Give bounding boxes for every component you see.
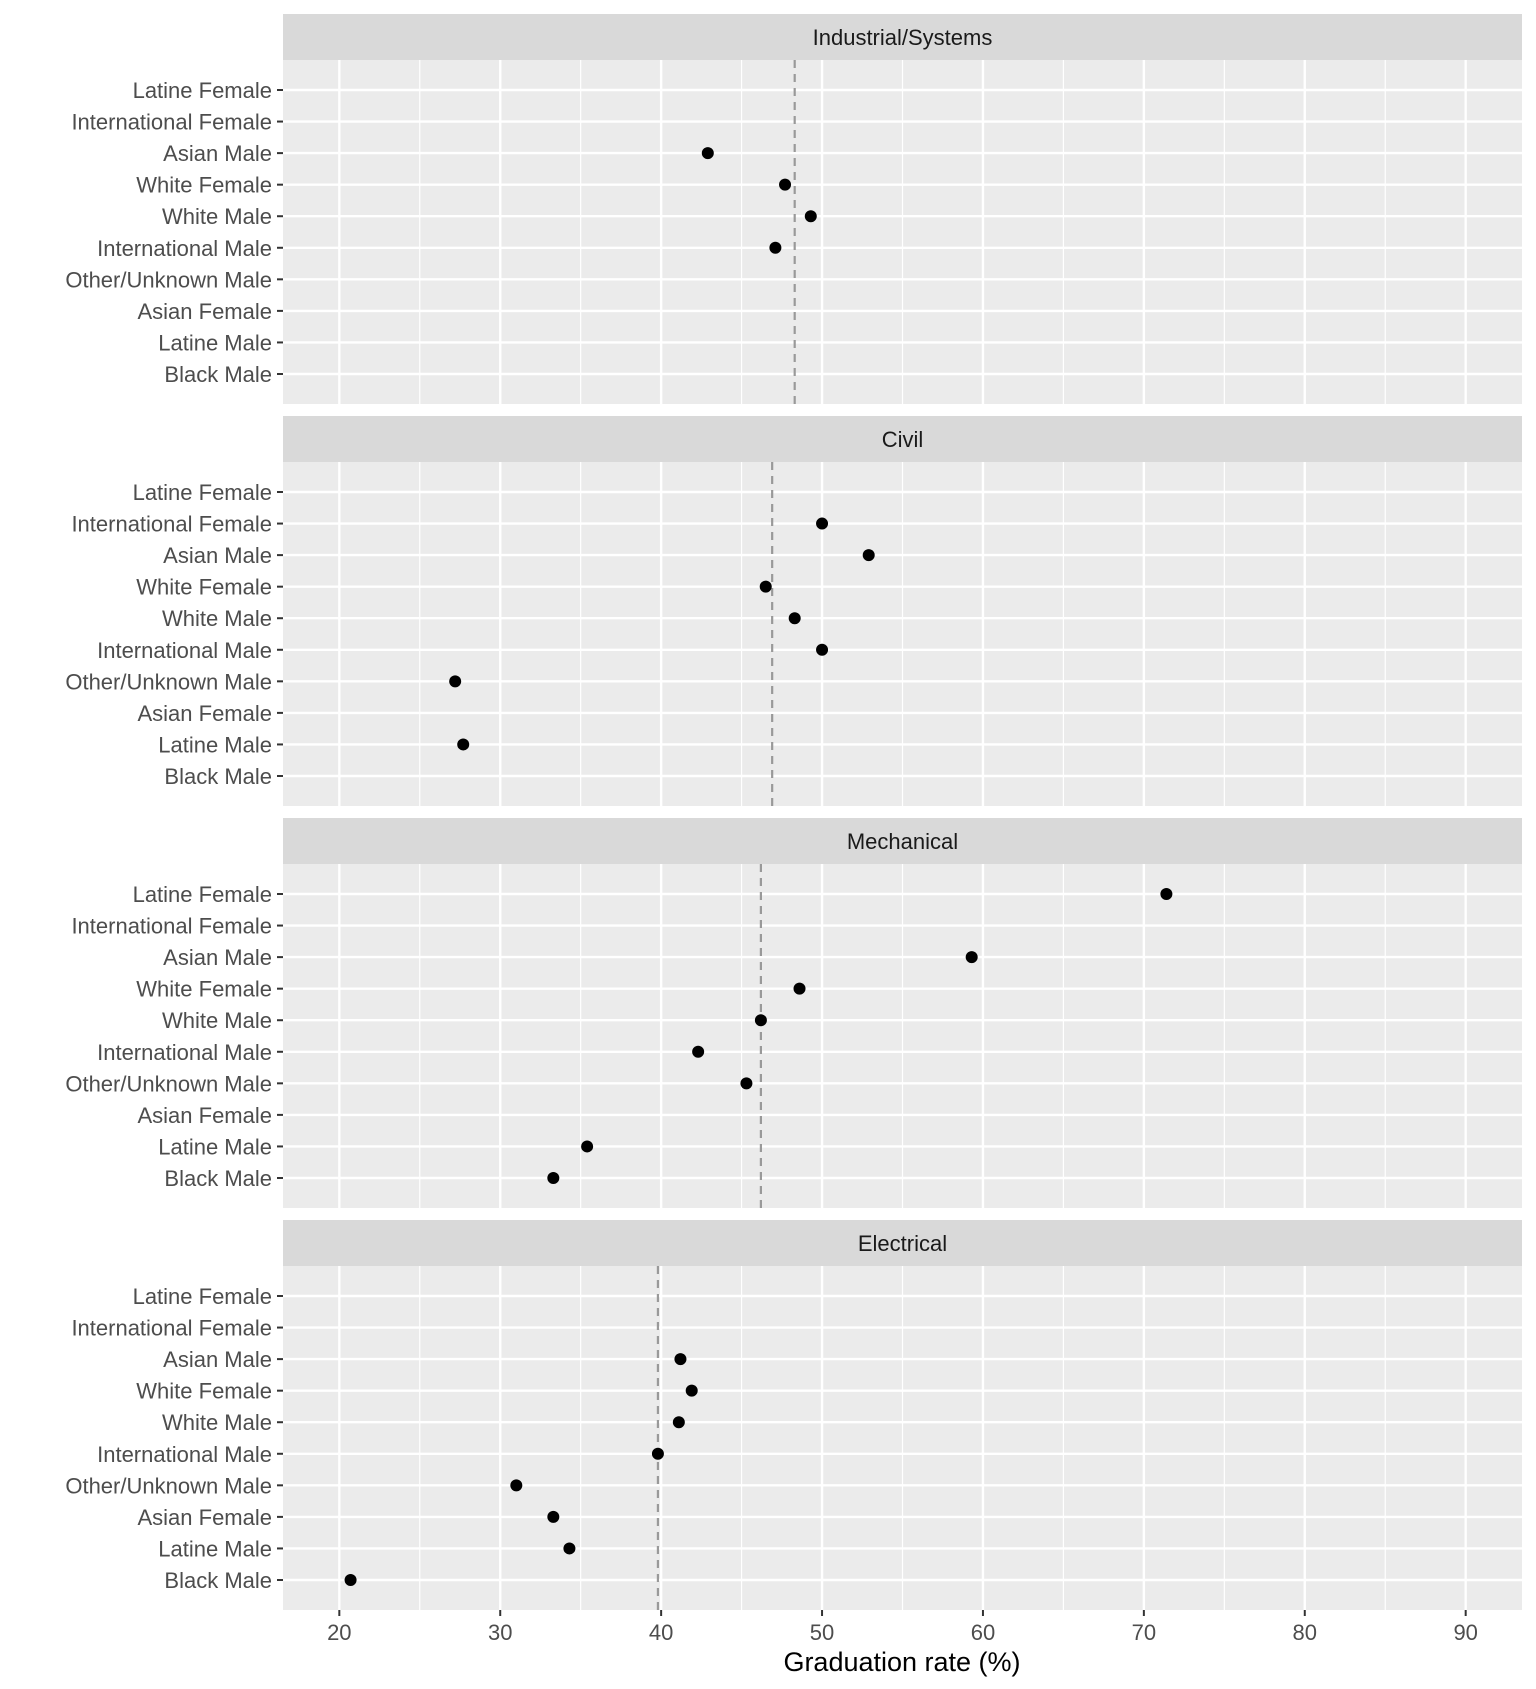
y-tick-label: Black Male (164, 362, 272, 387)
y-tick-label: International Male (97, 638, 272, 663)
x-tick-label: 70 (1132, 1620, 1156, 1645)
data-point (1160, 888, 1172, 900)
data-point (740, 1077, 752, 1089)
y-tick-label: Latine Female (133, 882, 272, 907)
data-point (510, 1479, 522, 1491)
data-point (563, 1542, 575, 1554)
x-tick-label: 50 (810, 1620, 834, 1645)
data-point (692, 1046, 704, 1058)
y-tick-label: International Male (97, 236, 272, 261)
y-tick-label: Asian Female (137, 1103, 272, 1128)
y-tick-label: White Male (162, 1008, 272, 1033)
y-tick-label: International Female (71, 914, 272, 939)
y-tick-label: Other/Unknown Male (65, 267, 272, 292)
y-tick-label: White Female (136, 575, 272, 600)
y-tick-label: White Male (162, 606, 272, 631)
y-tick-label: White Male (162, 1410, 272, 1435)
data-point (816, 518, 828, 530)
y-tick-label: Asian Male (163, 1347, 272, 1372)
x-tick-label: 30 (488, 1620, 512, 1645)
data-point (702, 147, 714, 159)
y-tick-label: Latine Female (133, 78, 272, 103)
data-point (547, 1172, 559, 1184)
y-tick-label: Black Male (164, 1568, 272, 1593)
y-tick-label: Asian Male (163, 945, 272, 970)
y-tick-label: Asian Female (137, 299, 272, 324)
y-tick-label: International Female (71, 110, 272, 135)
y-tick-label: Asian Male (163, 543, 272, 568)
facet-strip-label: Electrical (858, 1231, 947, 1256)
data-point (547, 1511, 559, 1523)
data-point (789, 612, 801, 624)
data-point (457, 738, 469, 750)
y-tick-label: Asian Male (163, 141, 272, 166)
data-point (805, 210, 817, 222)
y-tick-label: International Female (71, 1316, 272, 1341)
y-tick-label: Other/Unknown Male (65, 669, 272, 694)
data-point (755, 1014, 767, 1026)
data-point (581, 1140, 593, 1152)
y-tick-label: Latine Male (158, 1134, 272, 1159)
x-axis: 20 30 40 50 60 70 80 90 (327, 1610, 1478, 1645)
facet-panel: Industrial/Systems Latine Female Internati… (65, 14, 1522, 404)
panels-layer: Industrial/Systems Latine Female Internati… (65, 14, 1522, 1610)
y-tick-label: Latine Male (158, 732, 272, 757)
y-tick-label: Asian Female (137, 701, 272, 726)
facet-panel: Civil Latine Female International Female As… (65, 416, 1522, 806)
x-axis-title: Graduation rate (%) (783, 1647, 1020, 1677)
facet-strip-label: Mechanical (847, 829, 958, 854)
x-tick-label: 90 (1453, 1620, 1477, 1645)
y-tick-label: Other/Unknown Male (65, 1071, 272, 1096)
data-point (816, 644, 828, 656)
y-tick-label: Latine Female (133, 480, 272, 505)
data-point (673, 1416, 685, 1428)
data-point (779, 179, 791, 191)
facet-strip-label: Civil (882, 427, 924, 452)
x-tick-label: 20 (327, 1620, 351, 1645)
y-tick-label: White Male (162, 204, 272, 229)
data-point (794, 983, 806, 995)
data-point (674, 1353, 686, 1365)
y-tick-label: Other/Unknown Male (65, 1473, 272, 1498)
facet-panel: Mechanical Latine Female International Fem… (65, 818, 1522, 1208)
faceted-dot-chart: Industrial/Systems Latine Female Internati… (0, 0, 1536, 1689)
facet-panel: Electrical Latine Female International Fem… (65, 1220, 1522, 1610)
y-tick-label: Black Male (164, 764, 272, 789)
y-tick-label: International Female (71, 512, 272, 537)
data-point (345, 1574, 357, 1586)
data-point (863, 549, 875, 561)
x-tick-label: 80 (1293, 1620, 1317, 1645)
x-tick-label: 40 (649, 1620, 673, 1645)
y-tick-label: Latine Male (158, 330, 272, 355)
y-tick-label: White Female (136, 977, 272, 1002)
data-point (769, 242, 781, 254)
data-point (966, 951, 978, 963)
y-tick-label: Latine Male (158, 1536, 272, 1561)
y-tick-label: International Male (97, 1040, 272, 1065)
data-point (686, 1385, 698, 1397)
y-tick-label: Asian Female (137, 1505, 272, 1530)
data-point (652, 1448, 664, 1460)
y-tick-label: International Male (97, 1442, 272, 1467)
data-point (760, 581, 772, 593)
data-point (449, 675, 461, 687)
y-tick-label: White Female (136, 173, 272, 198)
y-tick-label: Black Male (164, 1166, 272, 1191)
y-tick-label: Latine Female (133, 1284, 272, 1309)
facet-strip-label: Industrial/Systems (813, 25, 993, 50)
y-tick-label: White Female (136, 1379, 272, 1404)
x-tick-label: 60 (971, 1620, 995, 1645)
